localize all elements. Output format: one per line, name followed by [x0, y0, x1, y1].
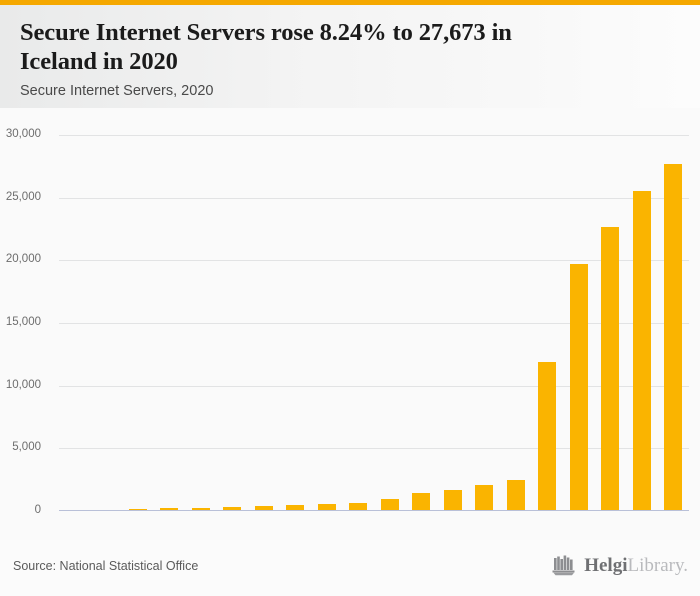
bar-2012[interactable] [412, 493, 431, 511]
bar-2008[interactable] [286, 505, 305, 511]
bar-slot [311, 135, 343, 511]
chart-subtitle: Secure Internet Servers, 2020 [20, 83, 214, 99]
logo-text-light: Library. [627, 554, 689, 576]
y-axis-tick-label: 20,000 [5, 253, 41, 266]
x-axis-line [59, 510, 689, 511]
bar-slot [437, 135, 469, 511]
gridline [59, 135, 689, 136]
gridline [59, 323, 689, 324]
chart-footer: Source: National Statistical Office Helg… [0, 540, 700, 596]
bar-slot [532, 135, 564, 511]
y-axis-tick-label: 25,000 [5, 190, 41, 203]
bar-2017[interactable] [569, 264, 588, 511]
bar-2020[interactable] [664, 164, 683, 511]
page-title: Secure Internet Servers rose 8.24% to 27… [20, 19, 512, 75]
bar-slot [500, 135, 532, 511]
y-axis-tick-label: 15,000 [5, 316, 41, 328]
library-books-icon [552, 555, 575, 576]
source-note: Source: National Statistical Office [13, 559, 199, 573]
bar-slot [122, 135, 154, 511]
bar-slot [626, 135, 658, 511]
bar-2005[interactable] [191, 507, 210, 511]
bar-slot [374, 135, 406, 511]
logo-wordmark: HelgiLibrary. [584, 556, 688, 575]
bar-2009[interactable] [317, 504, 336, 511]
bar-2004[interactable] [160, 508, 179, 511]
bar-slot [91, 135, 123, 511]
chart-header: Secure Internet Servers rose 8.24% to 27… [0, 5, 700, 108]
top-accent-bar [0, 0, 700, 5]
y-axis-tick-label: 30,000 [5, 128, 41, 140]
bar-slot [406, 135, 438, 511]
bar-slot [280, 135, 312, 511]
bar-slot [248, 135, 280, 511]
bar-2014[interactable] [475, 484, 494, 511]
bar-2006[interactable] [223, 506, 242, 511]
bar-2011[interactable] [380, 499, 399, 511]
bar-slot [185, 135, 217, 511]
gridline [59, 197, 689, 199]
bar-slot [563, 135, 595, 511]
bar-2016[interactable] [538, 361, 557, 511]
bar-2019[interactable] [632, 190, 651, 511]
y-axis-tick-label: 0 [34, 504, 41, 516]
y-axis-tick-label: 10,000 [5, 378, 41, 391]
bar-series [59, 135, 689, 511]
gridline [59, 448, 689, 450]
bar-slot [59, 135, 91, 511]
bar-slot [343, 135, 375, 511]
logo-text-bold: Helgi [584, 554, 628, 576]
bar-slot [154, 135, 186, 511]
bar-2007[interactable] [254, 506, 273, 511]
plot-area: 0 5,000 10,000 15,000 20,000 25,000 30,000 [6, 128, 689, 516]
gridline [59, 260, 689, 262]
bar-slot [595, 135, 627, 511]
bar-2010[interactable] [349, 502, 368, 511]
helgi-library-logo[interactable]: HelgiLibrary. [552, 554, 688, 576]
bar-2013[interactable] [443, 489, 462, 511]
gridline [59, 385, 689, 387]
bar-slot [658, 135, 690, 511]
bar-slot [469, 135, 501, 511]
bar-slot [217, 135, 249, 511]
bar-2003[interactable] [128, 508, 147, 511]
bar-2018[interactable] [601, 226, 620, 511]
y-axis-tick-label: 5,000 [12, 441, 41, 454]
bar-2015[interactable] [506, 479, 525, 511]
